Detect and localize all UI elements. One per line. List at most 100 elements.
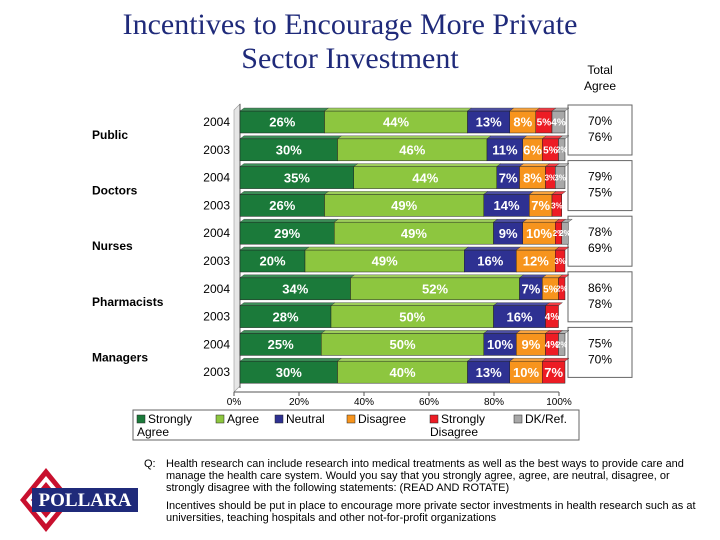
bar-segment-top bbox=[239, 191, 330, 195]
total-agree-value: 79% bbox=[588, 170, 612, 184]
bar-data-label: 20% bbox=[259, 254, 285, 269]
bar-data-label: 3% bbox=[551, 201, 563, 210]
bar-data-label: 2% bbox=[559, 229, 571, 238]
bar-data-label: 2% bbox=[556, 285, 568, 294]
statement-text: Incentives should be put in place to enc… bbox=[166, 500, 696, 524]
legend-swatch bbox=[274, 414, 284, 424]
year-label: 2004 bbox=[203, 337, 230, 351]
bar-data-label: 7% bbox=[521, 281, 540, 296]
x-tick-label: 100% bbox=[546, 397, 572, 408]
legend-swatch bbox=[429, 414, 439, 424]
total-agree-value: 76% bbox=[588, 130, 612, 144]
bar-data-label: 44% bbox=[383, 115, 409, 130]
bar-data-label: 5% bbox=[537, 118, 552, 129]
total-agree-box bbox=[567, 104, 633, 156]
legend-label: Agree bbox=[137, 425, 169, 439]
bar-segment-top bbox=[541, 358, 570, 362]
stacked-bar-chart: 0% 20% 40% 60% 80% 100% 70% 76% 79% 75% 78% 69% 86% 7… bbox=[92, 103, 633, 441]
bar-segment-top bbox=[466, 107, 515, 112]
bar-segment-top bbox=[239, 330, 326, 334]
legend-swatch bbox=[513, 414, 523, 424]
total-agree-value: 75% bbox=[588, 336, 612, 350]
total-agree-value: 78% bbox=[588, 225, 612, 239]
bar-data-label: 10% bbox=[487, 337, 513, 352]
chart-title: Incentives to Encourage More Private Sec… bbox=[40, 8, 660, 76]
chart-title-line-2: Sector Investment bbox=[241, 42, 459, 75]
bar-segment-top bbox=[463, 246, 521, 251]
group-label: Nurses bbox=[92, 239, 133, 253]
bar-segment-top bbox=[486, 135, 528, 140]
legend-label: DK/Ref. bbox=[525, 412, 567, 426]
bar-segment-top bbox=[483, 191, 534, 195]
total-agree-value: 69% bbox=[588, 241, 612, 255]
total-agree-header: Total Agree bbox=[570, 62, 630, 94]
bar-segment-top bbox=[239, 274, 356, 278]
bar-data-label: 11% bbox=[492, 142, 518, 157]
year-label: 2004 bbox=[203, 282, 230, 296]
bar-data-label: 2% bbox=[556, 146, 568, 155]
legend-label: Strongly bbox=[441, 412, 485, 426]
bar-data-label: 30% bbox=[276, 142, 302, 157]
bar-segment-top bbox=[239, 358, 343, 362]
bar-segment-top bbox=[239, 107, 330, 112]
x-tick-label: 40% bbox=[354, 397, 374, 408]
bar-segment-top bbox=[496, 163, 525, 167]
bar-data-label: 3% bbox=[554, 173, 566, 182]
bar-data-label: 25% bbox=[268, 337, 294, 352]
bar-data-label: 26% bbox=[269, 198, 295, 213]
bar-segment-top bbox=[333, 218, 499, 223]
bar-data-label: 46% bbox=[399, 142, 425, 157]
total-agree-value: 86% bbox=[588, 281, 612, 295]
total-agree-header-line-2: Agree bbox=[583, 79, 617, 93]
bar-data-label: 7% bbox=[499, 170, 518, 185]
legend-label: Agree bbox=[227, 412, 259, 426]
bar-data-label: 10% bbox=[526, 226, 552, 241]
bar-data-label: 12% bbox=[523, 254, 549, 269]
group-label: Public bbox=[92, 128, 128, 142]
bar-data-label: 14% bbox=[493, 198, 519, 213]
bar-segment-top bbox=[515, 330, 551, 334]
bar-segment-top bbox=[336, 135, 492, 140]
bar-segment-top bbox=[518, 163, 551, 167]
total-agree-box bbox=[567, 271, 633, 323]
legend-swatch bbox=[346, 414, 356, 424]
bar-data-label: 9% bbox=[521, 337, 540, 352]
bar-data-label: 35% bbox=[284, 170, 310, 185]
bar-segment-top bbox=[509, 107, 541, 112]
bar-segment-top bbox=[557, 330, 570, 334]
bar-data-label: 13% bbox=[476, 365, 502, 380]
bar-segment-top bbox=[492, 218, 528, 223]
group-label: Doctors bbox=[92, 184, 138, 198]
bar-segment-top bbox=[239, 163, 359, 167]
bar-data-label: 40% bbox=[389, 365, 415, 380]
bar-data-label: 34% bbox=[282, 281, 308, 296]
bar-segment-top bbox=[239, 218, 339, 223]
year-label: 2003 bbox=[203, 143, 230, 157]
bar-segment-top bbox=[323, 107, 473, 112]
bar-segment-top bbox=[483, 330, 521, 334]
year-label: 2003 bbox=[203, 254, 230, 268]
bar-data-label: 4% bbox=[551, 118, 566, 129]
total-agree-value: 78% bbox=[588, 297, 612, 311]
bar-data-label: 9% bbox=[499, 226, 518, 241]
year-label: 2004 bbox=[203, 226, 230, 240]
bar-data-label: 52% bbox=[422, 281, 448, 296]
bar-segment-top bbox=[557, 135, 570, 140]
bar-data-label: 5% bbox=[543, 284, 558, 295]
legend-swatch bbox=[136, 414, 146, 424]
bar-data-label: 49% bbox=[372, 254, 398, 269]
bar-data-label: 4% bbox=[545, 340, 560, 351]
year-label: 2003 bbox=[203, 365, 230, 379]
legend-swatch bbox=[215, 414, 225, 424]
group-label: Managers bbox=[92, 350, 148, 364]
bar-segment-top bbox=[323, 191, 489, 195]
bar-data-label: 5% bbox=[543, 145, 558, 156]
year-label: 2004 bbox=[203, 115, 230, 129]
bar-segment-top bbox=[509, 358, 547, 362]
bar-data-label: 3% bbox=[554, 257, 566, 266]
bar-segment-top bbox=[320, 330, 489, 334]
x-tick-label: 20% bbox=[289, 397, 309, 408]
bar-segment-top bbox=[557, 274, 570, 278]
legend-label: Disagree bbox=[430, 425, 478, 439]
total-agree-value: 75% bbox=[588, 186, 612, 200]
